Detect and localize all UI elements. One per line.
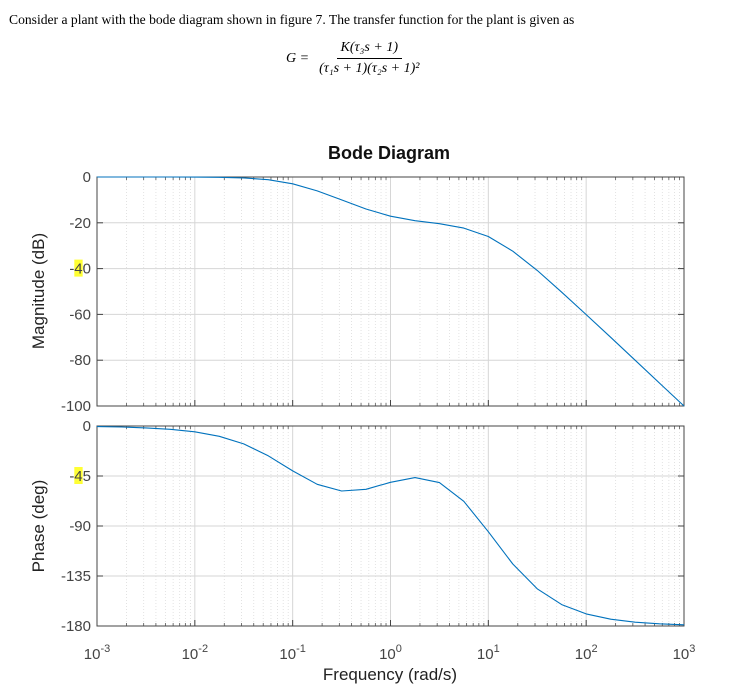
transfer-function-equation: G = K(τ₃s + 1) (τ₁s + 1)(τ₂s + 1)² <box>286 40 423 77</box>
magnitude-data-point <box>194 176 196 178</box>
magnitude-data-point <box>634 359 636 361</box>
magnitude-data-point <box>341 199 342 201</box>
magnitude-y-tick-label: -40 <box>69 261 91 278</box>
x-tick-label: 102 <box>575 643 598 663</box>
equation-numerator: K(τ₃s + 1) <box>336 40 402 59</box>
phase-data-point <box>634 621 636 623</box>
x-tick-base: 10 <box>477 646 494 663</box>
magnitude-y-tick-label: 0 <box>83 169 91 186</box>
x-tick-exponent: -2 <box>198 643 208 655</box>
x-tick-exponent: 3 <box>689 643 695 655</box>
phase-data-point <box>463 501 465 502</box>
phase-data-point <box>439 482 440 483</box>
phase-data-point <box>536 588 538 590</box>
magnitude-data-point <box>536 270 538 271</box>
phase-data-point <box>292 470 293 472</box>
magnitude-data-point <box>145 176 147 178</box>
phase-data-point <box>659 623 660 625</box>
magnitude-data-point <box>96 176 98 178</box>
magnitude-y-tick-label: -20 <box>69 215 91 232</box>
magnitude-y-tick-label: -80 <box>69 352 91 369</box>
x-tick-base: 10 <box>673 646 690 663</box>
phase-data-point <box>145 427 147 429</box>
magnitude-data-point <box>683 405 685 407</box>
phase-data-point <box>585 613 587 615</box>
x-tick-exponent: 0 <box>396 643 402 655</box>
magnitude-data-point <box>439 223 440 225</box>
chart-title: Bode Diagram <box>328 143 450 163</box>
magnitude-data-point <box>267 179 269 181</box>
phase-tick-highlight <box>74 467 83 484</box>
magnitude-data-point <box>463 227 465 229</box>
phase-data-point <box>512 563 514 565</box>
magnitude-tick-highlight <box>74 259 83 277</box>
phase-data-point <box>488 531 489 532</box>
magnitude-data-point <box>488 236 489 237</box>
magnitude-data-point <box>561 291 562 293</box>
phase-data-point <box>414 477 416 478</box>
phase-data-point <box>341 490 342 492</box>
x-tick-base: 10 <box>379 646 396 663</box>
magnitude-axis-label: Magnitude (dB) <box>29 233 48 349</box>
magnitude-data-point <box>585 314 587 315</box>
x-tick-label: 101 <box>477 643 500 663</box>
phase-y-tick-label: -135 <box>61 568 91 585</box>
phase-data-point <box>610 618 611 620</box>
phase-data-point <box>561 604 562 605</box>
x-tick-base: 10 <box>575 646 592 663</box>
x-tick-base: 10 <box>279 646 296 663</box>
x-tick-exponent: -1 <box>296 643 306 655</box>
magnitude-axes-frame <box>96 176 685 407</box>
intro-text: Consider a plant with the bode diagram s… <box>9 12 575 27</box>
magnitude-y-tick-label: -100 <box>61 398 91 415</box>
magnitude-data-point <box>659 382 660 384</box>
phase-data-point <box>194 431 196 433</box>
phase-data-point <box>219 436 220 437</box>
x-tick-exponent: 1 <box>494 643 500 655</box>
x-tick-base: 10 <box>182 646 199 663</box>
x-tick-base: 10 <box>84 646 101 663</box>
phase-y-tick-label: -180 <box>61 618 91 635</box>
magnitude-data-point <box>243 177 245 179</box>
equation-lhs: G = <box>286 50 310 66</box>
phase-y-tick-label: 0 <box>83 418 91 435</box>
phase-data-point <box>316 484 318 485</box>
phase-y-tick-label: -45 <box>69 468 91 485</box>
x-tick-label: 100 <box>379 643 402 663</box>
equation-denominator: (τ₁s + 1)(τ₂s + 1)² <box>319 61 420 76</box>
x-tick-label: 103 <box>673 643 696 663</box>
phase-data-point <box>121 426 122 428</box>
phase-data-point <box>96 426 98 427</box>
phase-data-point <box>365 489 367 490</box>
equation-fraction: K(τ₃s + 1) (τ₁s + 1)(τ₂s + 1)² <box>315 40 423 77</box>
frequency-axis-label: Frequency (rad/s) <box>323 665 457 684</box>
magnitude-data-point <box>292 183 293 185</box>
magnitude-data-point <box>365 208 367 210</box>
x-tick-label: 10-2 <box>182 643 208 663</box>
magnitude-data-point <box>414 220 416 222</box>
magnitude-y-tick-label: -60 <box>69 306 91 323</box>
x-tick-label: 10-1 <box>279 643 305 663</box>
phase-data-point <box>390 482 391 483</box>
phase-axes-frame <box>96 425 685 627</box>
magnitude-data-point <box>170 176 171 178</box>
x-tick-exponent: -3 <box>100 643 110 655</box>
magnitude-data-point <box>219 176 220 178</box>
phase-data-point <box>683 624 685 626</box>
magnitude-data-point <box>316 190 318 192</box>
phase-data-point <box>243 443 245 445</box>
phase-data-point <box>267 455 269 457</box>
x-tick-label: 10-3 <box>84 643 110 663</box>
phase-data-point <box>170 428 171 430</box>
phase-y-tick-label: -90 <box>69 518 91 535</box>
x-tick-exponent: 2 <box>591 643 597 655</box>
magnitude-data-point <box>610 337 611 338</box>
phase-axis-label: Phase (deg) <box>29 480 48 573</box>
magnitude-data-point <box>512 250 514 252</box>
magnitude-data-point <box>121 176 122 178</box>
magnitude-data-point <box>390 215 391 217</box>
